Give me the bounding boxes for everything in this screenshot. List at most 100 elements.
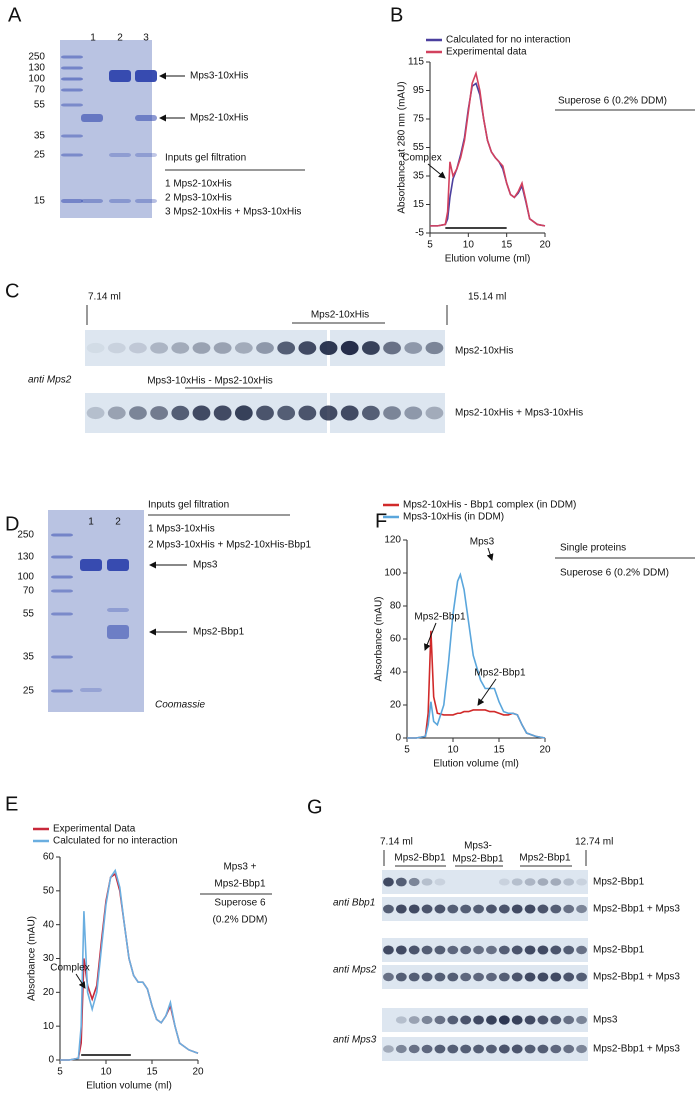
stain-label: Coomassie [155,700,205,711]
gel-band [61,103,83,107]
lane-label: 3 [143,33,149,44]
blot-band [550,1044,562,1054]
blot-band [404,406,423,420]
blot-band [550,972,562,982]
panel-label: G [307,796,323,818]
inputs-title: Inputs gel filtration [148,500,229,511]
y-axis-label: Absorbance (mAU) [27,916,38,1001]
legend-label: Mps3-10xHis (in DDM) [403,512,504,523]
inputs-item: 2 Mps3-10xHis [165,193,232,204]
ladder-label: 55 [23,609,35,620]
blot-band [383,945,394,955]
gel-band [51,689,73,693]
blot-band [421,972,433,982]
blot-band [537,972,549,982]
gel-band [135,115,157,121]
x-tick-label: 10 [100,1067,112,1078]
side-label: Superose 6 (0.2% DDM) [560,568,669,579]
gel-band [135,199,157,203]
panel-label: C [5,280,19,302]
side-label: Mps3 + [223,862,256,873]
ladder-label: 250 [28,52,45,63]
y-tick-label: 35 [413,171,425,182]
gel-band [80,688,102,692]
blot-band [383,877,394,887]
lane-label: 1 [88,517,94,528]
blot-band [383,904,394,914]
legend-label: Mps2-10xHis - Bbp1 complex (in DDM) [403,500,576,511]
y-tick-label: 60 [43,852,55,863]
x-tick-label: 20 [539,745,551,756]
blot-band [234,405,253,421]
blot-band [277,405,296,421]
x-tick-label: 5 [57,1067,63,1078]
y-tick-label: 50 [43,885,55,896]
gel-band [81,114,103,122]
blot-band [550,1015,562,1025]
blot-band [576,878,587,886]
row-label: Mps2-Bbp1 [593,945,645,956]
blot-band [298,405,317,421]
blot-band [576,1044,587,1054]
annotation: Mps2-Bbp1 [474,668,526,679]
blot-band [192,342,211,354]
blot-band [383,972,394,982]
blot-band [473,1015,484,1025]
blot-band [421,878,433,886]
gel-band [61,66,83,70]
x-axis-label: Elution volume (ml) [86,1081,172,1092]
blot-band [486,972,497,982]
blot-band [256,405,274,421]
blot-band [550,904,562,914]
y-tick-label: 100 [384,568,401,579]
y-tick-label: 10 [43,1021,55,1032]
ladder-label: 25 [23,686,35,697]
blot-band [511,945,523,955]
blot-band [447,1044,459,1054]
x-tick-label: 5 [404,745,410,756]
gel-band [107,608,129,612]
antibody-label: anti Bbp1 [333,898,375,909]
blot-band [434,1015,446,1025]
x-tick-label: 20 [192,1067,204,1078]
y-axis-label: Absorbance (mAU) [374,596,385,681]
x-axis-label: Elution volume (ml) [445,254,531,265]
blot-band [434,878,446,886]
blot-band [447,1015,459,1025]
row-label: Mps3 [593,1015,618,1026]
side-label: Mps2-Bbp1 [214,879,266,890]
x-axis-label: Elution volume (ml) [433,759,519,770]
blot-band [319,405,338,421]
row-label: Mps2-Bbp1 [593,877,645,888]
blot-band [383,406,401,420]
annotation: Complex [402,153,441,164]
peak-label: Mps3-10xHis - Mps2-10xHis [147,376,273,387]
gel-band [61,88,83,92]
blot-band [460,972,472,982]
x-tick-label: 15 [501,240,513,251]
blot-band [537,878,549,886]
gel-band [61,199,83,203]
x-tick-label: 10 [463,240,475,251]
gel-band [81,199,103,203]
gel-band [80,559,102,571]
row-label: Mps2-Bbp1 + Mps3 [593,1044,680,1055]
blot-band [537,945,549,955]
ladder-label: 35 [34,131,46,142]
x-tick-label: 5 [427,240,433,251]
arrow [75,973,86,989]
blot-band [511,1044,523,1054]
y-tick-label: 30 [43,953,55,964]
blot-band [486,904,497,914]
blot-band [473,972,484,982]
blot-band [498,972,510,982]
data-line [407,572,546,739]
gel-band [51,612,73,616]
fraction-label: Mps2-Bbp1 [452,854,504,865]
blot-band [576,972,587,982]
ladder-label: 130 [17,552,34,563]
blot-band [447,972,459,982]
arrow [427,163,446,179]
blot-band [434,1044,446,1054]
inputs-item: 1 Mps2-10xHis [165,179,232,190]
